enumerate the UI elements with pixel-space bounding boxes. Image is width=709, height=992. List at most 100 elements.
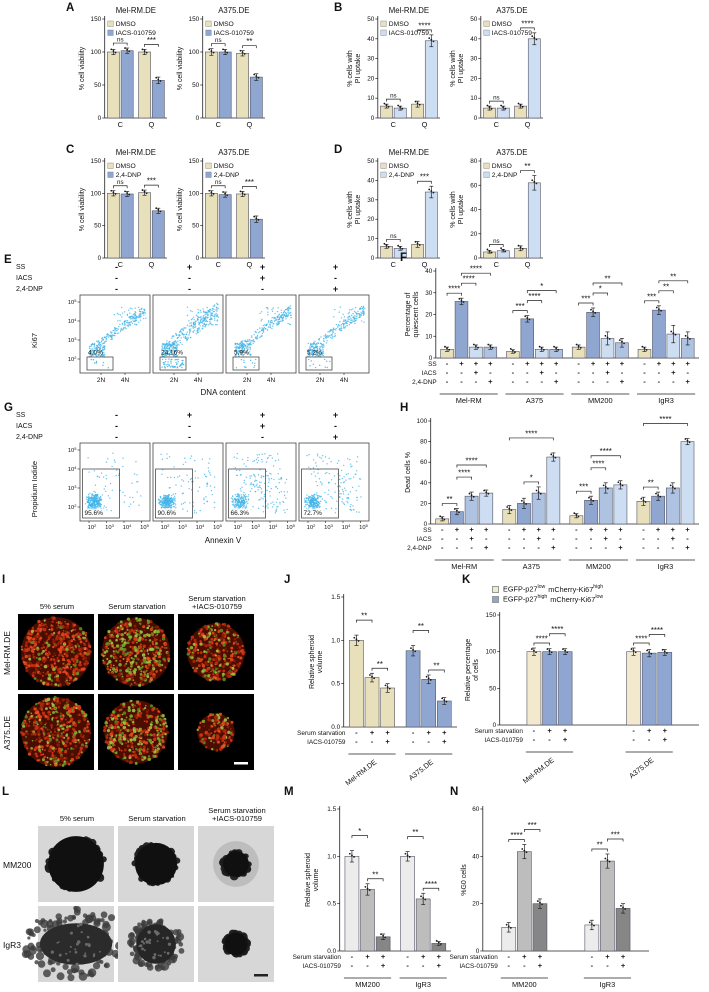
scatter-point — [98, 347, 101, 349]
scatter-point — [311, 507, 314, 509]
scatter-point — [263, 495, 266, 498]
data-point — [577, 345, 580, 348]
sig-label: *** — [581, 294, 590, 303]
scatter-point — [333, 328, 335, 331]
cell-dot — [217, 654, 221, 658]
cell-dot — [82, 657, 85, 661]
cell-dot — [32, 655, 36, 659]
cell-dot — [232, 664, 236, 668]
cell-dot — [41, 659, 44, 662]
scatter-point — [274, 317, 277, 319]
condition-symbol: - — [188, 432, 191, 442]
scatter-point — [138, 314, 140, 316]
scatter-point — [169, 497, 171, 500]
scatter-point — [209, 318, 211, 320]
scatter-point — [217, 307, 219, 310]
condition-symbol: + — [554, 377, 559, 386]
condition-symbol: + — [459, 359, 464, 368]
cell-dot — [135, 617, 138, 620]
sig-label: *** — [647, 292, 656, 301]
bar — [107, 51, 120, 119]
scatter-point — [101, 349, 104, 351]
scatter-point — [338, 496, 341, 499]
scatter-point — [215, 312, 217, 315]
scatter-point — [316, 455, 319, 457]
data-point — [502, 106, 505, 108]
data-point — [253, 215, 256, 218]
x-tick-label: 4N — [194, 377, 203, 384]
cell-dot — [159, 649, 162, 653]
scatter-point — [278, 320, 281, 323]
scatter-point — [263, 482, 266, 485]
scatter-point — [174, 502, 176, 505]
live-gate — [82, 468, 120, 519]
cell-dot — [84, 659, 88, 664]
cell-dot — [40, 646, 44, 650]
scatter-point — [322, 460, 324, 462]
cell-dot — [152, 653, 156, 656]
scatter-point — [242, 494, 244, 496]
scatter-point — [119, 330, 122, 333]
cell-dot — [53, 662, 57, 665]
cell-dot — [143, 675, 146, 678]
scatter-point — [93, 347, 96, 349]
cell-dot — [84, 638, 87, 641]
cell-dot — [114, 647, 117, 649]
scatter-point — [90, 503, 93, 505]
scatter-point — [237, 352, 240, 355]
scatter-point — [98, 342, 100, 345]
scatter-point — [161, 353, 163, 356]
scatter-point — [278, 491, 281, 494]
scatter-point — [267, 311, 269, 313]
data-point — [446, 347, 448, 350]
scatter-point — [253, 366, 255, 369]
sig-label: ns — [117, 37, 124, 44]
scatter-point — [345, 322, 347, 325]
scatter-point — [266, 306, 269, 309]
cell-dot — [215, 642, 219, 646]
cell-dot — [64, 630, 68, 634]
scatter-point — [231, 495, 234, 497]
scatter-point — [129, 307, 131, 309]
scatter-point — [135, 317, 138, 319]
scatter-point — [234, 506, 236, 509]
scatter-point — [133, 473, 136, 475]
scatter-point — [323, 358, 326, 361]
cell-dot — [38, 672, 42, 675]
scatter-point — [101, 339, 104, 341]
scatter-point — [308, 453, 310, 456]
sig-label: ** — [670, 272, 676, 281]
data-point — [509, 347, 512, 350]
scatter-point — [266, 329, 269, 331]
y-tick-label: 40 — [367, 36, 375, 43]
scatter-point — [338, 311, 340, 313]
condition-symbol: - — [657, 534, 660, 543]
cell-dot — [112, 650, 115, 653]
y-tick-label: 50 — [367, 16, 375, 23]
cell-dot — [202, 625, 206, 629]
scatter-point — [105, 474, 107, 477]
bar — [680, 441, 695, 525]
fluorescence-image-grid: 5% serum Serum starvation Serum starvation… — [2, 586, 284, 772]
scatter-point — [193, 329, 195, 332]
scatter-point — [361, 307, 364, 309]
cell-dot — [122, 650, 125, 654]
data-point — [239, 190, 242, 193]
sig-bracket — [144, 184, 159, 188]
gate-percentage: 5.9% — [234, 350, 249, 357]
scatter-point — [353, 310, 356, 313]
scatter-point — [259, 312, 261, 315]
group-label: C — [216, 120, 222, 129]
cell-dot — [52, 655, 54, 657]
scatter-point — [96, 348, 99, 350]
cell-dot — [139, 682, 142, 684]
scatter-point — [140, 310, 142, 313]
quiescence-gate — [86, 356, 114, 371]
scatter-point — [311, 494, 313, 496]
scatter-point — [137, 481, 139, 483]
condition-symbol: - — [657, 543, 660, 552]
sig-label: ** — [447, 495, 453, 504]
flow-block-annexin: SS - + + + IACS - - + -2,4-DNP - - - + Propidium Iodid… — [4, 410, 404, 547]
scatter-point — [344, 326, 347, 328]
